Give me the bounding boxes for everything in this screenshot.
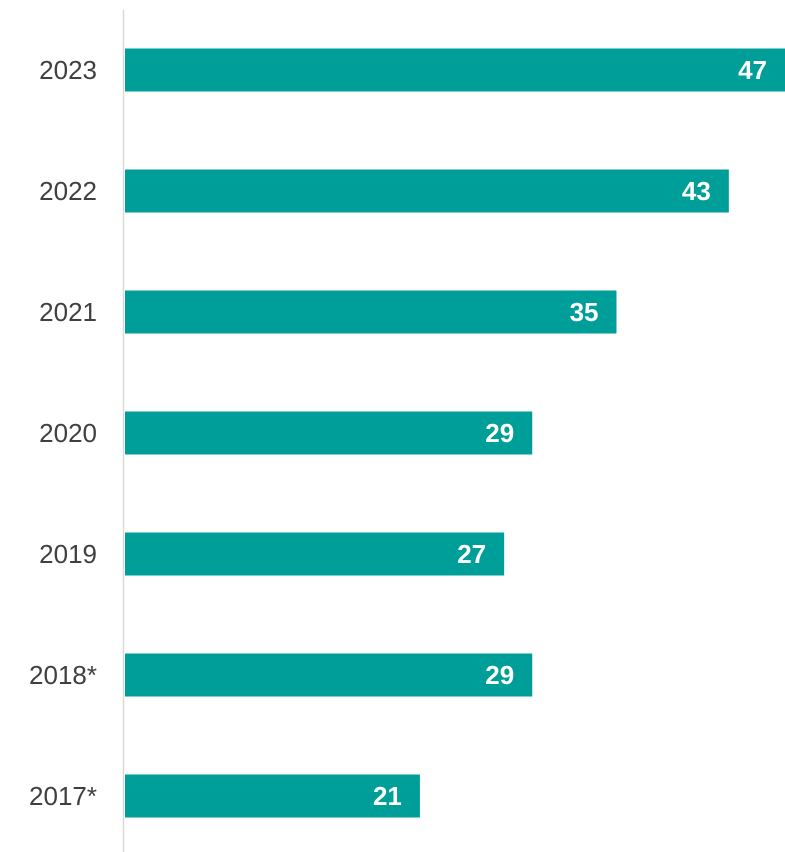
category-label: 2022	[39, 176, 97, 206]
bar-2017	[125, 774, 420, 818]
value-label: 47	[738, 55, 767, 85]
category-label: 2021	[39, 297, 97, 327]
value-label: 29	[485, 660, 514, 690]
category-label: 2020	[39, 418, 97, 448]
value-label: 29	[485, 418, 514, 448]
category-label: 2019	[39, 539, 97, 569]
value-label: 21	[373, 781, 402, 811]
value-label: 27	[457, 539, 486, 569]
labels-group: 2023 47 2022 43 2021 35 2020 29 2019 27 2018* 29 201…	[29, 55, 767, 811]
category-label: 2017*	[29, 781, 97, 811]
value-label: 35	[570, 297, 599, 327]
bar-2021	[125, 290, 617, 334]
bar-2020	[125, 411, 533, 455]
bar-2018	[125, 653, 533, 697]
bar-2023	[125, 48, 785, 92]
category-label: 2023	[39, 55, 97, 85]
category-label: 2018*	[29, 660, 97, 690]
bars-group	[125, 48, 785, 818]
bar-2022	[125, 169, 729, 213]
value-label: 43	[682, 176, 711, 206]
bar-2019	[125, 532, 505, 576]
